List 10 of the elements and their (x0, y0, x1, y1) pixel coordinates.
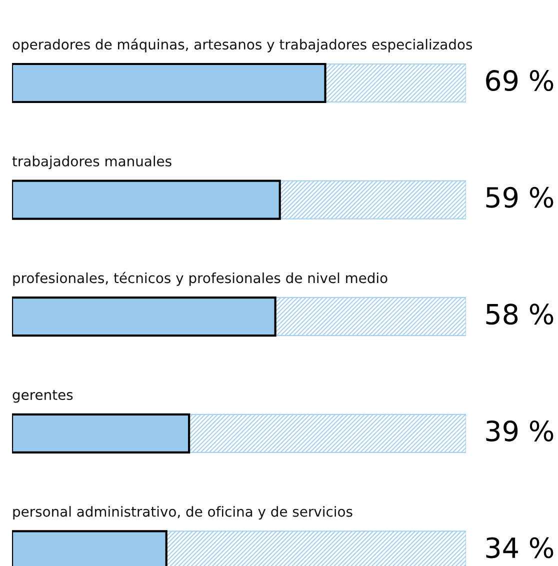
data-label: 59 % (486, 186, 554, 208)
y-tick-label: operadores de máquinas, artesanos y trabajadores especializados (12, 38, 472, 52)
y-tick-label: trabajadores manuales (12, 156, 172, 170)
data-label: 58 % (486, 304, 554, 325)
y-tick-label: gerentes (12, 390, 73, 403)
data-label: 69 % (486, 70, 554, 92)
data-label: 34 % (486, 537, 554, 558)
y-tick-label: profesionales, técnicos y profesionales de nivel medio (13, 272, 388, 286)
y-tick-label: personal administrativo, de oficina y de servicios (13, 506, 352, 520)
data-label: 39 % (486, 420, 554, 442)
